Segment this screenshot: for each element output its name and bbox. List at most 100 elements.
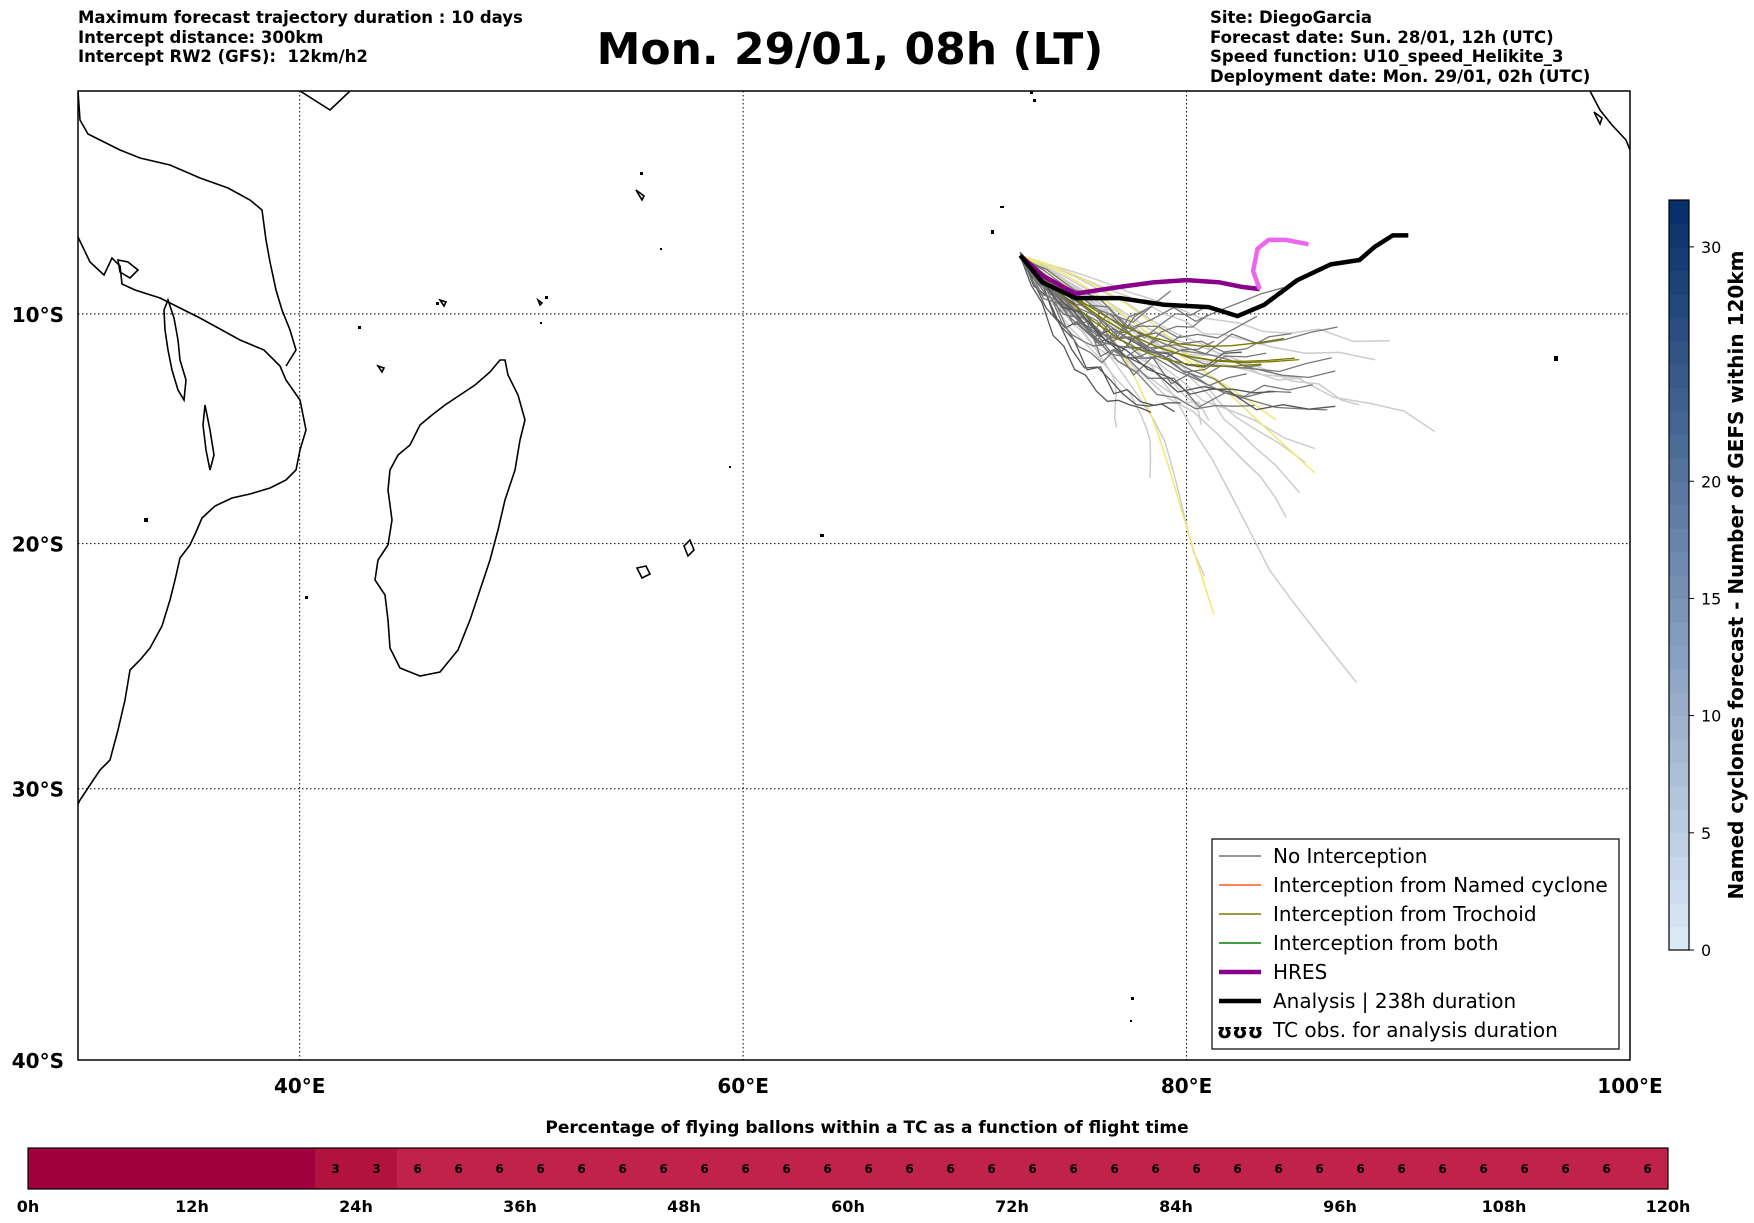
bar-time-tick: 72h <box>995 1197 1029 1216</box>
colorbar-cell <box>1669 856 1689 881</box>
speed-function-text: Speed function: U10_speed_Helikite_3 <box>1210 47 1564 66</box>
seychelles-islands <box>438 189 646 308</box>
bar-cell-value: 3 <box>331 1162 339 1176</box>
colorbar-cell <box>1669 762 1689 787</box>
deployment-date-text: Deployment date: Mon. 29/01, 02h (UTC) <box>1210 66 1591 86</box>
colorbar-cell <box>1669 551 1689 576</box>
map-area[interactable]: 40°E 60°E 80°E 100°E 10°S 20°S 30°S 40°S No In… <box>12 90 1663 1098</box>
bar-time-tick: 120h <box>1646 1197 1691 1216</box>
legend-label: Analysis | 238h duration <box>1273 989 1516 1013</box>
bar-cell <box>807 1148 849 1189</box>
page-title: Mon. 29/01, 08h (LT) <box>596 24 1104 75</box>
bar-cell-value: 6 <box>1438 1162 1446 1176</box>
bar-cell <box>561 1148 603 1189</box>
colorbar-cell <box>1669 434 1689 459</box>
bar-cell-value: 6 <box>782 1162 790 1176</box>
bar-cell-value: 6 <box>905 1162 913 1176</box>
mauritius-island <box>683 538 695 558</box>
bar-cell <box>1545 1148 1587 1189</box>
bar-cell-value: 6 <box>1520 1162 1528 1176</box>
bar-cell-value: 6 <box>618 1162 626 1176</box>
tc-obs-symbol: ʊʊʊ <box>1217 1019 1263 1043</box>
colorbar-cell <box>1669 692 1689 717</box>
hres-line-extension <box>1250 237 1309 290</box>
latitude-labels: 10°S 20°S 30°S 40°S <box>12 303 64 1073</box>
bar-cell-value: 6 <box>823 1162 831 1176</box>
legend-frame <box>1211 838 1620 1050</box>
bar-cell <box>684 1148 726 1189</box>
bar-cell-value: 6 <box>987 1162 995 1176</box>
colorbar-cell <box>1669 575 1689 599</box>
yellow-trajectory <box>1020 254 1316 474</box>
bar-time-tick: 36h <box>503 1197 537 1216</box>
light-trajectory <box>1020 254 1436 433</box>
bar-cell <box>1422 1148 1464 1189</box>
legend-label: HRES <box>1273 960 1327 984</box>
colorbar-cell <box>1669 879 1689 904</box>
bar-cell <box>233 1148 275 1189</box>
bar-cell-value: 6 <box>495 1162 503 1176</box>
africa-horn <box>78 91 297 367</box>
bar-cell-value: 6 <box>1643 1162 1651 1176</box>
red-sea <box>299 91 351 112</box>
bar-cell-value: 6 <box>700 1162 708 1176</box>
lon-tick-label: 80°E <box>1161 1074 1213 1098</box>
forecast-date-text: Forecast date: Sun. 28/01, 12h (UTC) <box>1210 27 1554 47</box>
colorbar-cell <box>1669 246 1689 271</box>
coastlines <box>78 91 1630 805</box>
bar-cell <box>520 1148 562 1189</box>
intercept-rw2-text: Intercept RW2 (GFS): 12km/h2 <box>78 47 368 66</box>
lon-tick-label: 60°E <box>717 1074 769 1098</box>
max-duration-text: Maximum forecast trajectory duration : 1… <box>78 8 523 27</box>
lat-tick-label: 40°S <box>12 1049 64 1073</box>
colorbar-cell <box>1669 739 1689 764</box>
tc-percentage-bar: Percentage of flying ballons within a TC… <box>17 1118 1691 1216</box>
bar-cell <box>1381 1148 1423 1189</box>
bar-cell <box>643 1148 685 1189</box>
light-trajectory <box>1019 254 1302 381</box>
light-trajectory <box>1019 254 1358 683</box>
bar-title: Percentage of flying ballons within a TC… <box>545 1118 1188 1138</box>
colorbar-cell <box>1669 504 1689 529</box>
colorbar-cell <box>1669 903 1689 928</box>
bar-cell-value: 6 <box>536 1162 544 1176</box>
map-frame <box>77 90 1631 1061</box>
legend-label: Interception from both <box>1273 931 1499 955</box>
lon-tick-label: 100°E <box>1597 1074 1662 1098</box>
colorbar-cell <box>1669 293 1689 318</box>
bar-cell <box>1176 1148 1218 1189</box>
bar-cell <box>69 1148 111 1189</box>
legend-label: Interception from Trochoid <box>1273 902 1537 926</box>
forecast-parameters: Maximum forecast trajectory duration : 1… <box>78 8 523 67</box>
bar-cell-value: 6 <box>864 1162 872 1176</box>
legend-label: TC obs. for analysis duration <box>1272 1018 1558 1042</box>
lat-tick-label: 20°S <box>12 533 64 557</box>
colorbar-cell <box>1669 410 1689 435</box>
bar-cell <box>1012 1148 1054 1189</box>
colorbar-cell <box>1669 223 1689 248</box>
bar-time-tick: 48h <box>667 1197 701 1216</box>
longitude-labels: 40°E 60°E 80°E 100°E <box>274 1074 1663 1098</box>
bar-cell <box>766 1148 808 1189</box>
bar-time-tick: 84h <box>1159 1197 1193 1216</box>
map-legend: No Interception Interception from Named c… <box>1211 838 1620 1050</box>
bar-cell <box>1627 1148 1669 1189</box>
ensemble-trajectory <box>1019 254 1328 411</box>
comoros-island <box>376 364 386 374</box>
colorbar-cell <box>1669 668 1689 693</box>
lat-tick-label: 10°S <box>12 303 64 327</box>
ensemble-trajectory <box>1019 255 1152 413</box>
colorbar-cell <box>1669 598 1689 623</box>
bar-cell <box>110 1148 152 1189</box>
colorbar-cell <box>1669 785 1689 810</box>
lat-tick-label: 30°S <box>12 778 64 802</box>
site-text: Site: DiegoGarcia <box>1210 8 1373 27</box>
trochoid-trajectory <box>1019 255 1262 367</box>
colorbar-cell <box>1669 481 1689 506</box>
bar-cell-value: 6 <box>1356 1162 1364 1176</box>
bar-cell <box>725 1148 767 1189</box>
bar-cell-value: 6 <box>454 1162 462 1176</box>
gridlines <box>78 91 1630 1060</box>
colorbar-cell <box>1669 200 1689 224</box>
bar-cell-value: 6 <box>1192 1162 1200 1176</box>
